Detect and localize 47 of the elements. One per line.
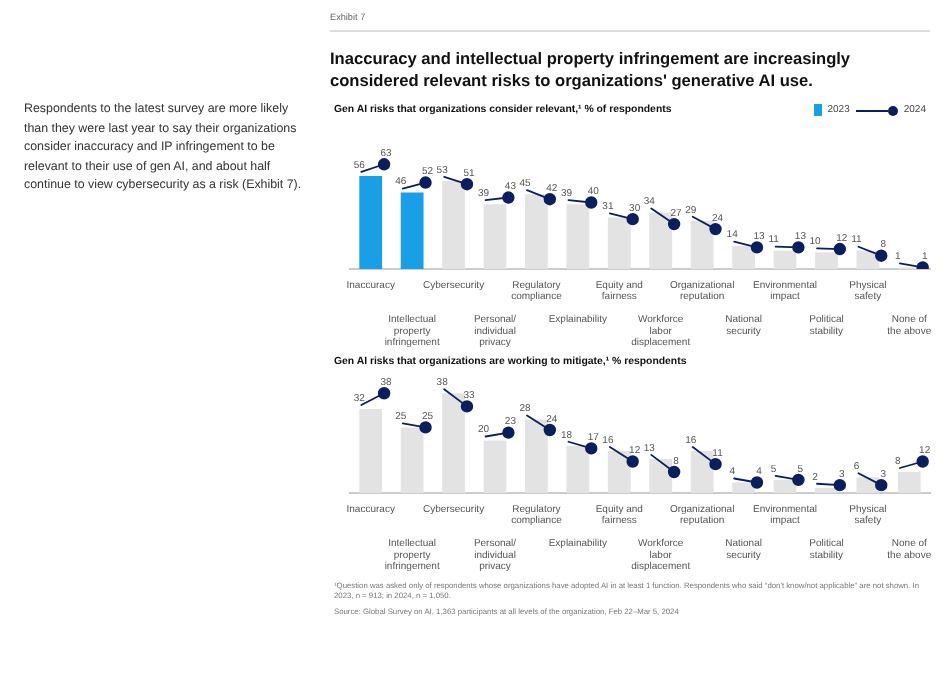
point xyxy=(626,213,639,227)
chart-title: Inaccuracy and intellectual property infringement are increasingly considered relevant risks to organizations' generative AI use. xyxy=(330,48,853,93)
point xyxy=(460,400,474,413)
bar xyxy=(773,479,797,493)
point xyxy=(667,465,681,479)
point xyxy=(667,218,681,232)
bar xyxy=(525,419,548,493)
bar xyxy=(690,451,714,493)
bar xyxy=(442,393,465,493)
bar xyxy=(732,246,755,270)
bar xyxy=(815,253,838,270)
bar xyxy=(442,181,465,270)
bar xyxy=(649,213,673,270)
point xyxy=(543,193,557,207)
point xyxy=(709,223,722,237)
bar xyxy=(773,251,797,270)
bar xyxy=(359,409,383,493)
point xyxy=(875,250,888,263)
bar xyxy=(483,440,507,493)
bar xyxy=(607,218,631,270)
point xyxy=(709,457,722,471)
bar xyxy=(566,204,590,270)
point xyxy=(419,421,432,434)
point xyxy=(792,473,805,487)
point xyxy=(502,426,515,439)
bar xyxy=(566,445,590,493)
bar xyxy=(359,176,383,270)
point xyxy=(377,387,391,400)
bar xyxy=(649,458,673,493)
bar xyxy=(690,221,714,270)
bar xyxy=(732,482,755,493)
bar xyxy=(483,204,507,270)
point xyxy=(585,197,598,210)
point xyxy=(419,177,432,190)
bar xyxy=(400,427,424,493)
bar xyxy=(897,472,921,493)
bar xyxy=(400,193,424,270)
point xyxy=(750,476,764,489)
bar xyxy=(525,194,548,270)
point xyxy=(377,158,391,172)
point xyxy=(875,478,888,492)
point xyxy=(460,178,474,192)
bar xyxy=(607,451,631,493)
bar xyxy=(815,487,838,493)
point xyxy=(916,455,929,468)
point xyxy=(750,241,764,255)
point xyxy=(833,478,847,492)
